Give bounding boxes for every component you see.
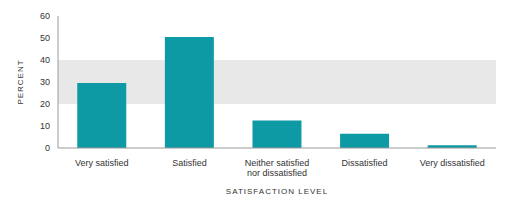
svg-text:0: 0 bbox=[45, 143, 50, 153]
svg-text:PERCENT: PERCENT bbox=[16, 59, 25, 104]
svg-text:Neither satisfiednor dissatisf: Neither satisfiednor dissatisfied bbox=[245, 158, 310, 178]
svg-text:Satisfied: Satisfied bbox=[172, 158, 207, 168]
svg-text:Very dissatisfied: Very dissatisfied bbox=[420, 158, 485, 168]
svg-text:Dissatisfied: Dissatisfied bbox=[342, 158, 388, 168]
svg-text:30: 30 bbox=[40, 77, 50, 87]
svg-text:Very satisfied: Very satisfied bbox=[75, 158, 129, 168]
svg-text:10: 10 bbox=[40, 121, 50, 131]
svg-text:60: 60 bbox=[40, 11, 50, 21]
svg-text:40: 40 bbox=[40, 55, 50, 65]
svg-text:SATISFACTION LEVEL: SATISFACTION LEVEL bbox=[226, 187, 328, 196]
svg-text:20: 20 bbox=[40, 99, 50, 109]
svg-text:50: 50 bbox=[40, 33, 50, 43]
